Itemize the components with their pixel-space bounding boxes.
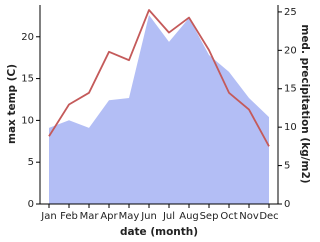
y2-tick-label: 10 [284,122,297,133]
x-tick-label: Jun [140,211,157,222]
y-tick-label: 10 [21,115,34,126]
x-tick-label: Jul [162,211,175,222]
y2-tick-label: 0 [284,199,290,210]
x-axis-label: date (month) [120,226,198,238]
temp-line [48,9,270,147]
x-tick-label: Apr [100,211,118,222]
x-tick-label: Jan [40,211,56,222]
x-tick-label: Nov [239,211,259,222]
x-tick-label: Feb [60,211,78,222]
x-tick-label: Aug [179,211,199,222]
x-tick-label: Sep [200,211,219,222]
x-tick-label: Dec [259,211,278,222]
y-tick-label: 15 [21,74,34,85]
y2-axis-label: med. precipitation (kg/m2) [299,24,311,183]
x-tick-label: Mar [80,211,100,222]
x-tick-label: Oct [220,211,237,222]
x-tick-label: May [119,211,140,222]
y-tick-label: 20 [21,32,34,43]
y2-tick-label: 15 [284,84,297,95]
y-axis-label: max temp (C) [6,64,18,144]
y-tick-label: 0 [28,199,34,210]
y2-tick-label: 25 [284,7,297,18]
y-tick-label: 5 [28,157,34,168]
y2-tick-label: 20 [284,45,297,56]
y2-tick-label: 5 [284,161,290,172]
precipitation-area [49,14,269,204]
